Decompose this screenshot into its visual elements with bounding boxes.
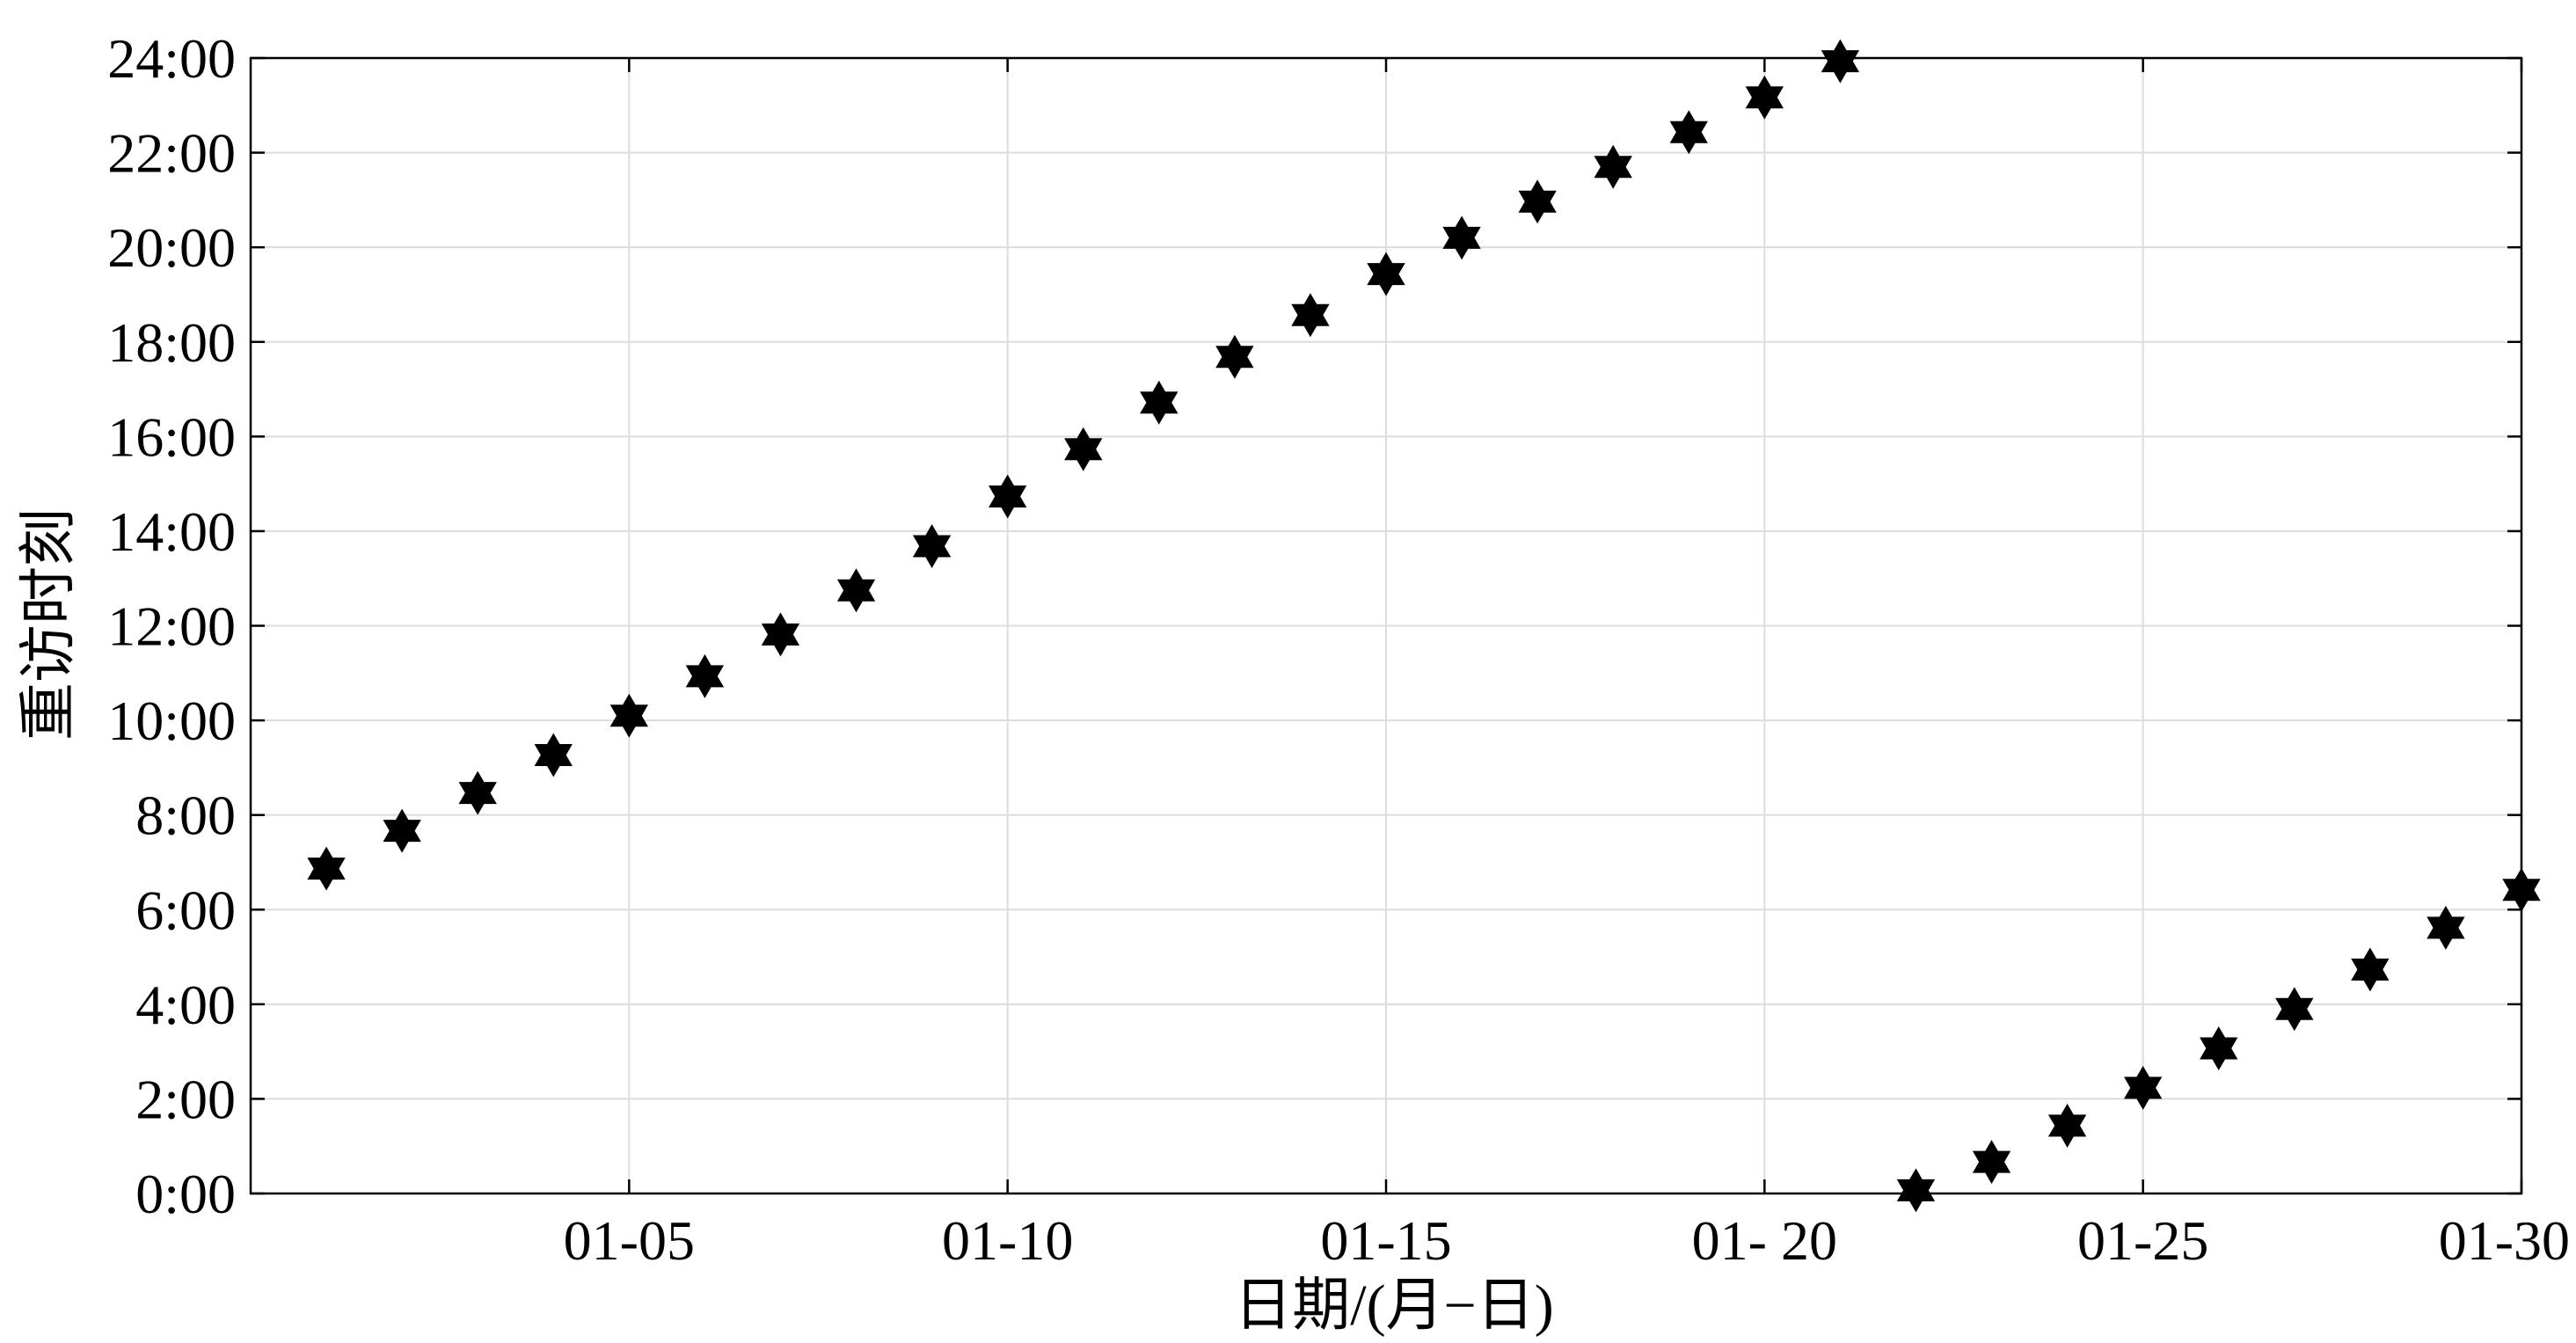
y-tick-label: 24:00 — [107, 27, 236, 90]
x-tick-label: 01- 20 — [1692, 1209, 1837, 1272]
y-tick-label: 0:00 — [135, 1163, 236, 1225]
data-point — [2351, 947, 2390, 992]
y-tick-label: 8:00 — [135, 785, 236, 847]
data-point — [1745, 75, 1784, 120]
data-point — [534, 733, 573, 777]
data-point — [2124, 1065, 2163, 1110]
data-point — [836, 568, 876, 613]
data-point — [383, 808, 421, 853]
data-point — [685, 653, 725, 698]
y-tick-label: 10:00 — [107, 690, 236, 752]
grid-layer — [251, 57, 2522, 1194]
data-point — [1896, 1168, 1936, 1213]
data-point — [609, 693, 648, 738]
x-tick-label: 01-05 — [564, 1209, 695, 1272]
y-tick-label: 2:00 — [135, 1068, 236, 1130]
data-point — [1215, 334, 1254, 379]
y-tick-label: 20:00 — [107, 216, 236, 279]
data-point-layer — [307, 39, 2541, 1213]
data-point — [989, 474, 1027, 519]
data-point — [1140, 380, 1179, 425]
y-tick-label: 12:00 — [107, 595, 236, 658]
data-point — [912, 524, 952, 568]
data-point — [1594, 144, 1632, 189]
x-tick-label: 01-15 — [1320, 1209, 1451, 1272]
data-point — [307, 846, 346, 891]
data-point — [2200, 1026, 2238, 1070]
tick-mark-layer — [251, 56, 2523, 1195]
y-tick-label: 22:00 — [107, 122, 236, 185]
x-tick-label: 01-30 — [2439, 1209, 2570, 1272]
data-point — [2426, 905, 2465, 950]
data-point — [761, 612, 800, 657]
data-point — [1367, 252, 1405, 296]
data-point — [2275, 987, 2314, 1032]
data-point — [1518, 179, 1557, 224]
data-point — [2502, 867, 2541, 912]
y-tick-label: 6:00 — [135, 879, 236, 941]
y-tick-label: 16:00 — [107, 405, 236, 468]
data-point — [458, 770, 497, 815]
data-point — [1291, 293, 1330, 338]
data-point — [1821, 39, 1860, 84]
x-axis-label: 日期/(月−日) — [1234, 1274, 1554, 1338]
data-point — [1442, 215, 1481, 260]
tick-label-layer: 01-05 01-10 01-15 01- 20 01-25 01-30 0:00 2:00 4… — [107, 27, 2570, 1272]
data-point — [2047, 1103, 2087, 1148]
y-tick-label: 18:00 — [107, 311, 236, 374]
x-tick-label: 01-10 — [942, 1209, 1073, 1272]
data-point — [1669, 110, 1708, 155]
y-tick-label: 14:00 — [107, 500, 236, 563]
data-point — [1064, 427, 1103, 471]
y-tick-label: 4:00 — [135, 974, 236, 1036]
x-tick-label: 01-25 — [2077, 1209, 2208, 1272]
data-point — [1972, 1140, 2011, 1185]
y-axis-label: 重访时刻 — [17, 508, 81, 741]
